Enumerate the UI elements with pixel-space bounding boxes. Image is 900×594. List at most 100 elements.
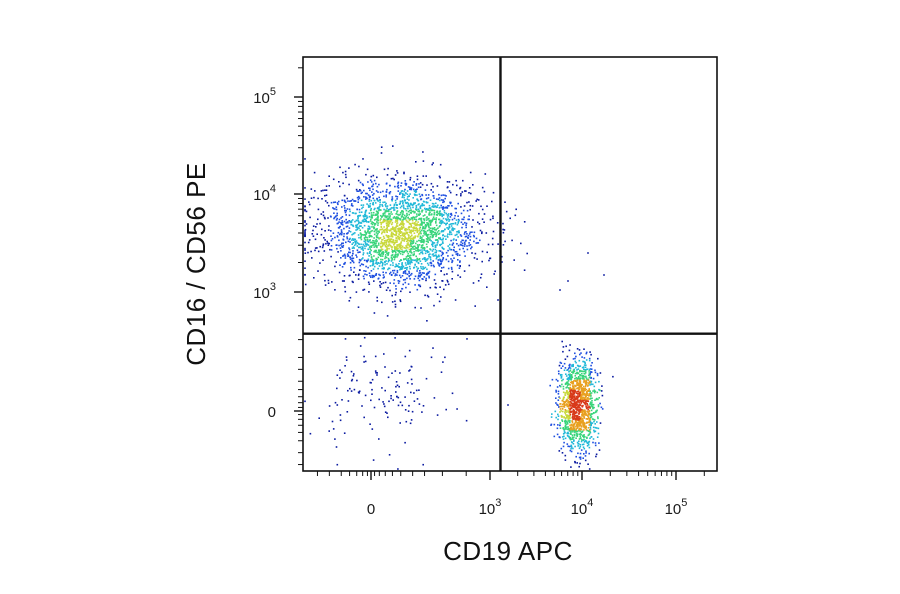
event-dot — [383, 208, 385, 211]
event-dot — [384, 249, 387, 252]
event-dot — [380, 223, 382, 225]
event-dot — [430, 356, 433, 359]
event-dot — [393, 204, 396, 207]
event-dot — [563, 402, 566, 404]
event-dot — [574, 417, 577, 420]
event-dot — [350, 379, 353, 382]
event-dot — [340, 221, 342, 224]
event-dot — [471, 246, 473, 248]
event-dot — [400, 211, 403, 213]
event-dot — [407, 239, 410, 242]
event-dot — [561, 452, 564, 454]
event-dot — [424, 224, 427, 226]
event-dot — [429, 208, 432, 210]
event-dot — [391, 250, 394, 252]
event-dot — [590, 371, 593, 373]
event-dot — [404, 192, 407, 194]
event-dot — [575, 392, 578, 394]
event-dot — [440, 371, 443, 373]
event-dot — [434, 233, 436, 235]
event-dot — [436, 185, 439, 187]
event-dot — [462, 209, 465, 212]
event-dot — [442, 237, 444, 240]
event-dot — [566, 369, 568, 371]
event-dot — [396, 269, 399, 272]
event-dot — [373, 243, 375, 246]
event-dot — [388, 243, 391, 246]
event-dot — [579, 385, 582, 388]
event-dot — [362, 184, 364, 186]
event-dot — [570, 381, 572, 384]
event-dot — [578, 387, 581, 389]
event-dot — [370, 216, 373, 218]
event-dot — [402, 271, 405, 273]
event-dot — [576, 424, 578, 426]
event-dot — [566, 421, 569, 423]
event-dot — [405, 209, 408, 212]
event-dot — [391, 231, 393, 234]
event-dot — [403, 199, 406, 201]
event-dot — [578, 377, 581, 380]
event-dot — [346, 197, 348, 200]
event-dot — [341, 199, 343, 202]
event-dot — [389, 204, 392, 206]
event-dot — [593, 391, 596, 394]
event-dot — [550, 416, 553, 418]
event-dot — [466, 233, 468, 235]
event-dot — [464, 235, 467, 238]
event-dot — [328, 405, 331, 407]
event-dot — [412, 239, 415, 242]
event-dot — [451, 243, 454, 246]
event-dot — [402, 195, 404, 197]
event-dot — [389, 213, 391, 215]
event-dot — [423, 231, 426, 233]
event-dot — [340, 229, 343, 231]
event-dot — [399, 422, 401, 424]
event-dot — [573, 439, 575, 441]
event-dot — [406, 212, 408, 215]
event-dot — [585, 375, 587, 378]
event-dot — [564, 424, 567, 427]
event-dot — [403, 194, 406, 197]
event-dot — [457, 222, 459, 224]
event-dot — [581, 378, 584, 380]
event-dot — [561, 416, 564, 418]
event-dot — [403, 234, 406, 237]
event-dot — [569, 384, 572, 386]
event-dot — [430, 219, 432, 222]
event-dot — [381, 204, 383, 206]
event-dot — [389, 215, 391, 217]
event-dot — [588, 446, 591, 449]
event-dot — [588, 395, 590, 397]
event-dot — [572, 358, 575, 360]
event-dot — [593, 390, 596, 393]
event-dot — [590, 380, 593, 383]
event-dot — [418, 218, 420, 221]
event-dot — [421, 240, 424, 243]
event-dot — [356, 227, 359, 229]
event-dot — [427, 257, 429, 260]
event-dot — [466, 338, 468, 340]
event-dot — [567, 432, 570, 435]
event-dot — [570, 398, 572, 401]
event-dot — [390, 207, 393, 209]
event-dot — [570, 389, 573, 391]
event-dot — [396, 204, 398, 206]
event-dot — [431, 243, 433, 246]
event-dot — [391, 236, 394, 238]
event-dot — [592, 377, 595, 380]
event-dot — [572, 392, 575, 394]
event-dot — [423, 218, 426, 220]
event-dot — [457, 236, 459, 238]
event-dot — [589, 373, 591, 376]
event-dot — [351, 257, 353, 260]
event-dot — [572, 385, 575, 388]
event-dot — [359, 189, 361, 191]
event-dot — [385, 228, 387, 231]
event-dot — [333, 217, 335, 220]
event-dot — [467, 237, 469, 239]
event-dot — [578, 388, 580, 391]
event-dot — [369, 202, 372, 205]
event-dot — [384, 244, 386, 247]
